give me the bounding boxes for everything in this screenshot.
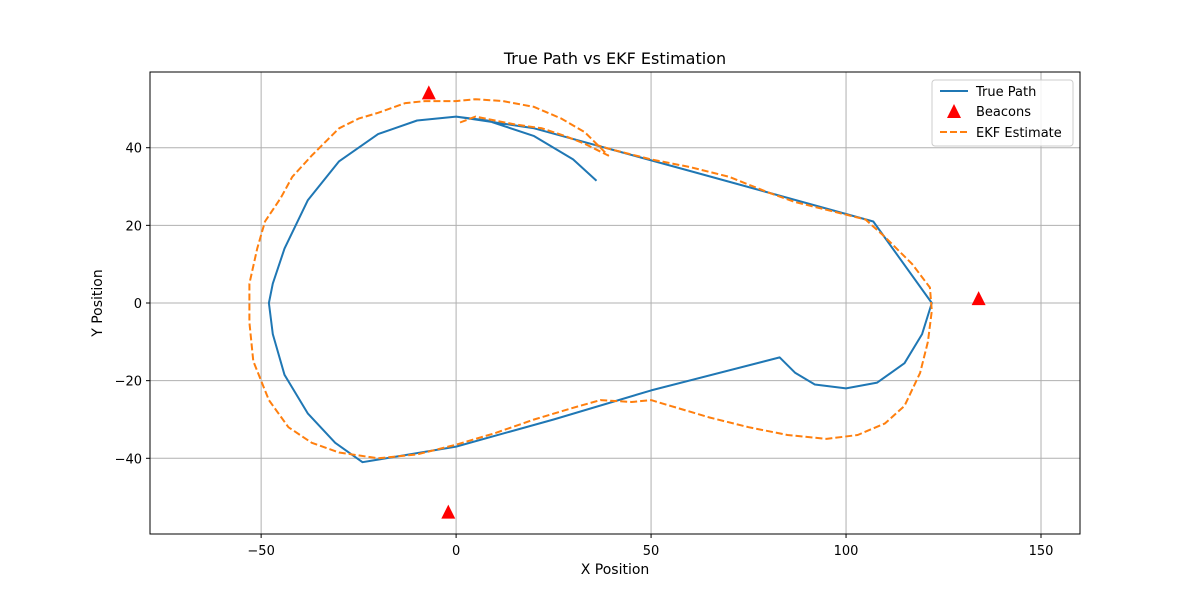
x-tick-label: 100 (834, 544, 859, 559)
true-path-line (267, 115, 933, 464)
x-axis-label: X Position (581, 562, 650, 578)
legend: True Path Beacons EKF Estimate (931, 79, 1074, 147)
chart-title: True Path vs EKF Estimation (503, 49, 726, 68)
y-tick-label: 20 (125, 219, 142, 234)
beacon-markers (421, 85, 986, 519)
y-axis-label: Y Position (90, 269, 106, 338)
y-tick-label: 0 (134, 297, 142, 312)
legend-beacon-icon (947, 104, 961, 118)
x-tick-label: 0 (452, 544, 460, 559)
beacon-marker (421, 85, 436, 100)
y-tick-label: −20 (115, 375, 142, 390)
grid-lines (150, 72, 1080, 534)
legend-true-path-label: True Path (975, 85, 1036, 100)
legend-ekf-estimate-label: EKF Estimate (976, 126, 1062, 141)
ekf-estimate-line (248, 98, 933, 460)
axis-ticks: −50 0 50 100 150 −40 −20 0 20 40 (115, 142, 1054, 559)
x-tick-label: 150 (1029, 544, 1054, 559)
legend-box (931, 79, 1074, 147)
series-layer (248, 98, 933, 464)
y-tick-label: 40 (125, 142, 142, 157)
y-tick-label: −40 (115, 452, 142, 467)
x-tick-label: −50 (247, 544, 274, 559)
beacon-marker (441, 504, 456, 519)
x-tick-label: 50 (643, 544, 660, 559)
legend-beacons-label: Beacons (976, 105, 1031, 120)
beacon-marker (971, 291, 986, 306)
